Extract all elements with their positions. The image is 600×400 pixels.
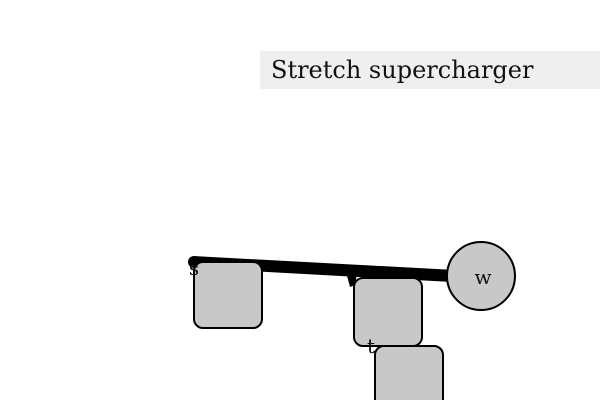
lower-block[interactable] (374, 345, 444, 400)
left-block[interactable] (193, 261, 263, 329)
block-s-label: s (189, 256, 199, 280)
level-title-bar: Stretch supercharger (260, 51, 600, 89)
wheel-label: w (474, 265, 491, 289)
stretch-rod[interactable] (193, 256, 455, 282)
level-title: Stretch supercharger (271, 56, 534, 84)
wheel[interactable] (446, 241, 516, 311)
block-t-label: t (367, 334, 375, 358)
middle-block[interactable] (353, 277, 423, 347)
